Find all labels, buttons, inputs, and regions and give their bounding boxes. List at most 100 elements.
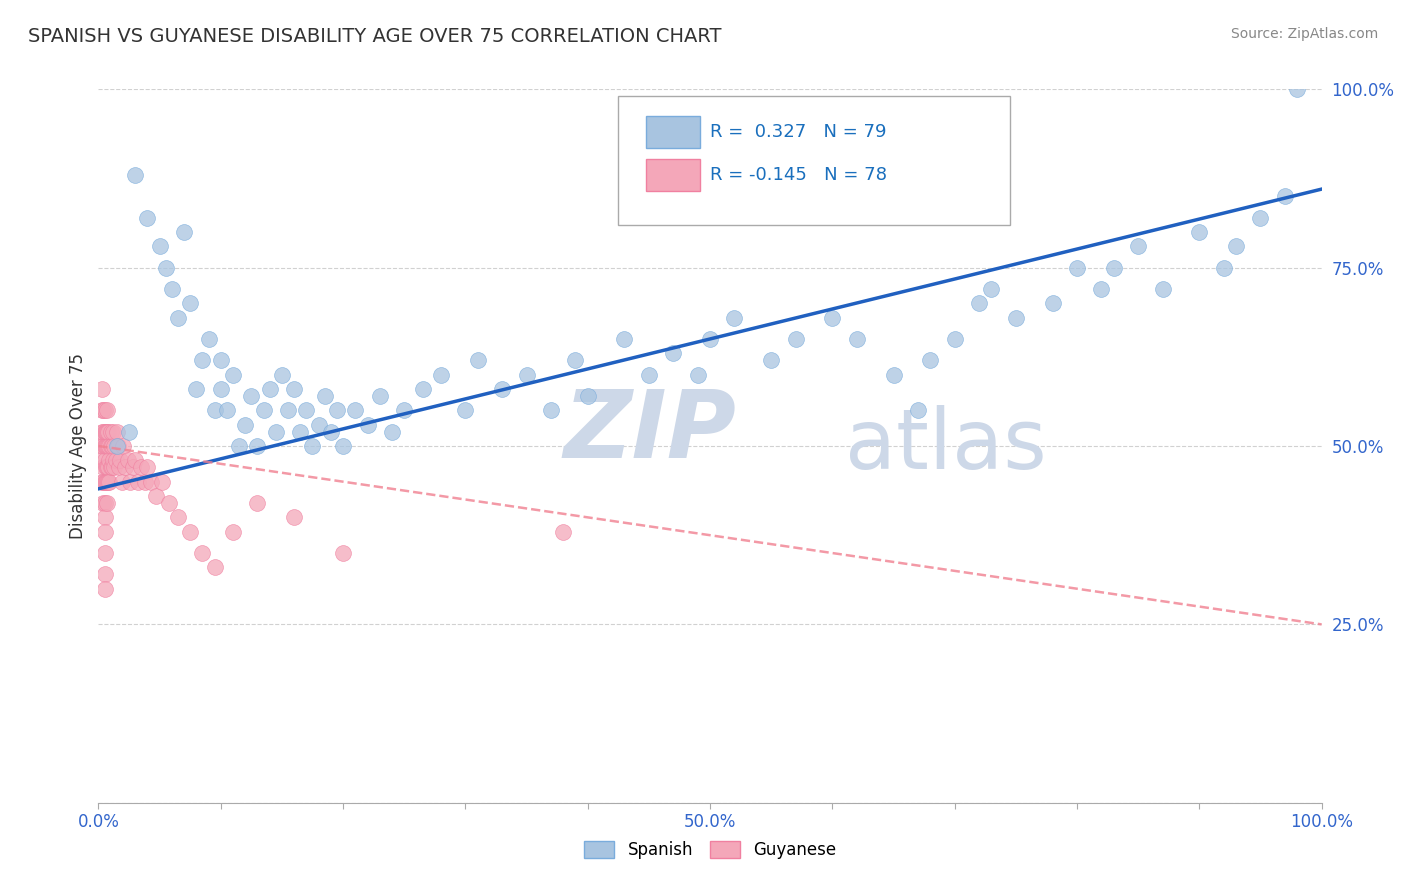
Point	[1128, 239, 1150, 253]
Point	[540, 403, 562, 417]
Text: R = -0.145   N = 78: R = -0.145 N = 78	[710, 166, 887, 184]
Point	[246, 496, 269, 510]
Point	[191, 546, 214, 560]
Point	[191, 353, 214, 368]
Point	[117, 453, 139, 467]
Point	[114, 460, 136, 475]
Point	[1102, 260, 1125, 275]
Point	[101, 439, 124, 453]
Point	[1042, 296, 1064, 310]
FancyBboxPatch shape	[619, 96, 1010, 225]
Point	[368, 389, 391, 403]
Point	[845, 332, 868, 346]
Point	[295, 403, 318, 417]
Y-axis label: Disability Age Over 75: Disability Age Over 75	[69, 353, 87, 539]
Point	[179, 296, 201, 310]
Point	[613, 332, 636, 346]
Point	[93, 546, 115, 560]
Point	[96, 439, 118, 453]
Point	[252, 403, 274, 417]
Point	[103, 439, 125, 453]
Point	[264, 425, 287, 439]
Point	[98, 475, 121, 489]
Point	[101, 460, 124, 475]
Point	[150, 475, 173, 489]
Point	[149, 239, 172, 253]
Point	[100, 439, 122, 453]
Point	[515, 368, 537, 382]
Point	[160, 282, 183, 296]
Point	[91, 475, 114, 489]
Point	[553, 524, 575, 539]
Point	[821, 310, 844, 325]
Point	[91, 403, 114, 417]
Point	[96, 403, 118, 417]
Point	[157, 496, 180, 510]
Point	[785, 332, 807, 346]
Point	[222, 368, 245, 382]
Point	[1249, 211, 1271, 225]
Point	[93, 496, 115, 510]
Point	[467, 353, 489, 368]
Point	[97, 460, 120, 475]
Point	[118, 425, 141, 439]
Point	[91, 475, 114, 489]
Point	[638, 368, 661, 382]
Point	[454, 403, 477, 417]
Text: SPANISH VS GUYANESE DISABILITY AGE OVER 75 CORRELATION CHART: SPANISH VS GUYANESE DISABILITY AGE OVER …	[28, 27, 721, 45]
Point	[907, 403, 929, 417]
Point	[94, 475, 117, 489]
Point	[308, 417, 330, 432]
Point	[491, 382, 513, 396]
Point	[1004, 310, 1026, 325]
Point	[215, 403, 238, 417]
Point	[943, 332, 966, 346]
Point	[93, 475, 115, 489]
Point	[96, 425, 118, 439]
Point	[111, 475, 134, 489]
Point	[197, 332, 219, 346]
Point	[105, 425, 128, 439]
Point	[686, 368, 709, 382]
Point	[1066, 260, 1088, 275]
Point	[101, 425, 124, 439]
Point	[240, 389, 263, 403]
Text: Source: ZipAtlas.com: Source: ZipAtlas.com	[1230, 27, 1378, 41]
Point	[94, 425, 117, 439]
Point	[100, 425, 122, 439]
Point	[209, 353, 232, 368]
Text: ZIP: ZIP	[564, 385, 737, 478]
Point	[124, 453, 146, 467]
Point	[91, 439, 114, 453]
Point	[91, 382, 114, 396]
Point	[204, 403, 226, 417]
Point	[91, 453, 114, 467]
Point	[179, 524, 201, 539]
Point	[228, 439, 250, 453]
Point	[93, 439, 115, 453]
Point	[967, 296, 990, 310]
Point	[124, 168, 146, 182]
Point	[101, 453, 124, 467]
Point	[129, 460, 152, 475]
Point	[91, 460, 114, 475]
Point	[430, 368, 453, 382]
Point	[699, 332, 721, 346]
Point	[246, 439, 269, 453]
Point	[167, 510, 190, 524]
Point	[326, 403, 349, 417]
Point	[105, 439, 128, 453]
Point	[91, 425, 114, 439]
Point	[204, 560, 226, 574]
Point	[270, 368, 294, 382]
Point	[314, 389, 336, 403]
Point	[93, 582, 115, 596]
Point	[91, 496, 114, 510]
Point	[97, 475, 120, 489]
Point	[723, 310, 745, 325]
Text: R =  0.327   N = 79: R = 0.327 N = 79	[710, 123, 887, 141]
Point	[283, 382, 305, 396]
Point	[136, 460, 159, 475]
Point	[98, 453, 121, 467]
Point	[96, 475, 118, 489]
